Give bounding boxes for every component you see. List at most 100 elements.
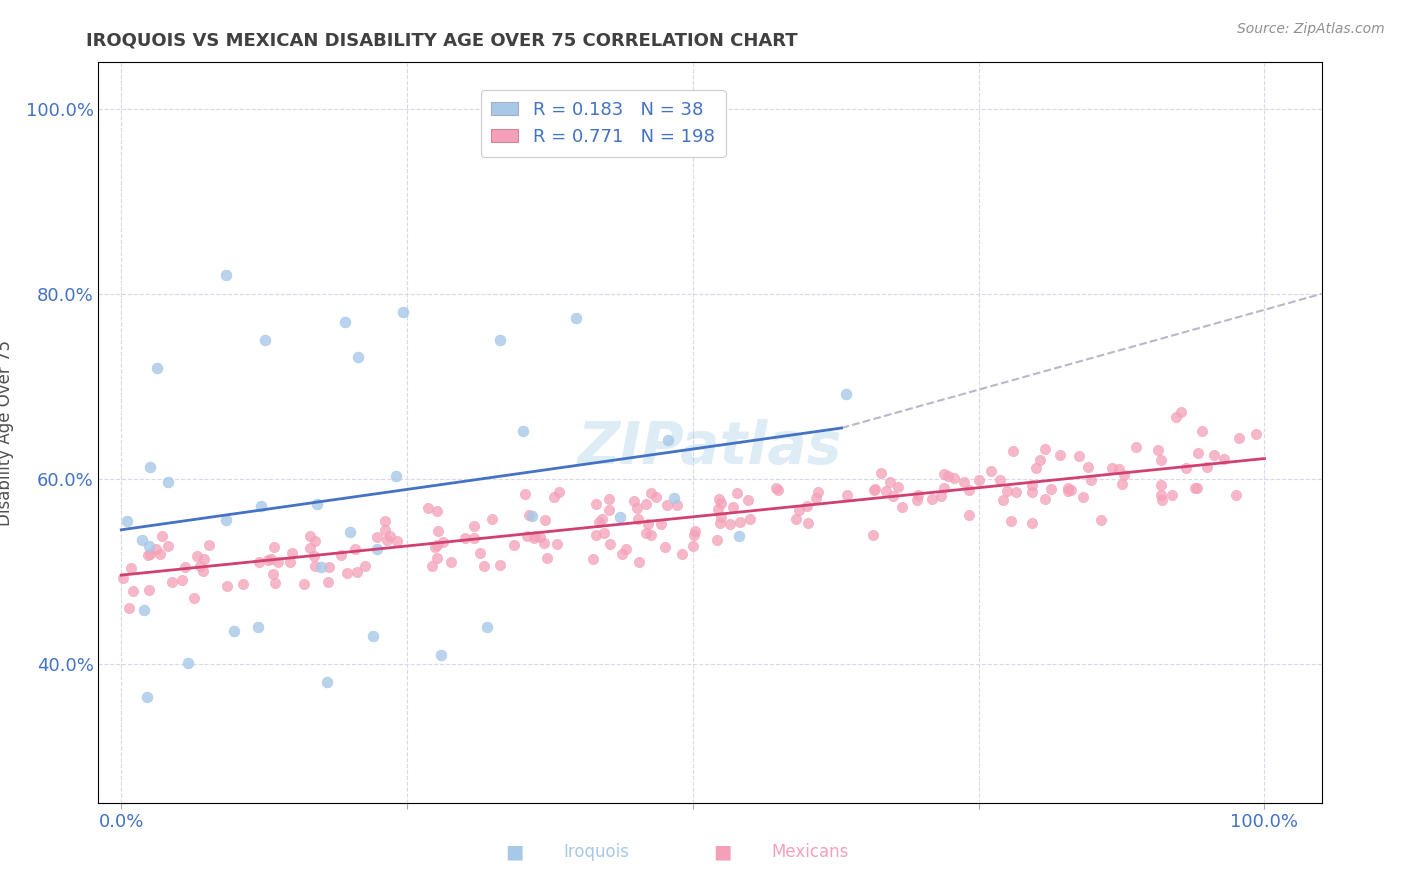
Point [122, 583, 145, 598]
Point [418, 501, 440, 516]
Y-axis label: Disability Age Over 75: Disability Age Over 75 [0, 340, 14, 525]
Point [262, 566, 284, 581]
Point [278, 555, 301, 569]
Point [683, 527, 706, 541]
Point [671, 547, 693, 561]
Point [1146, 442, 1168, 457]
Point [361, 629, 384, 643]
Point [1150, 453, 1173, 467]
Point [710, 495, 733, 509]
Point [1227, 431, 1250, 445]
Point [640, 528, 662, 542]
Point [1057, 483, 1080, 498]
Point [454, 531, 477, 545]
Point [706, 533, 728, 548]
Point [1004, 485, 1026, 500]
Point [585, 528, 607, 542]
Point [111, 571, 134, 585]
Point [1108, 462, 1130, 476]
Legend: R = 0.183   N = 38, R = 0.771   N = 198: R = 0.183 N = 38, R = 0.771 N = 198 [481, 90, 725, 157]
Point [725, 486, 748, 500]
Point [591, 512, 613, 526]
Point [309, 559, 332, 574]
Point [374, 523, 396, 537]
Point [463, 532, 485, 546]
Point [472, 558, 495, 573]
Point [1033, 492, 1056, 507]
Point [267, 555, 290, 569]
Point [263, 540, 285, 554]
Point [807, 484, 830, 499]
Point [709, 516, 731, 531]
Point [718, 517, 741, 532]
Point [623, 494, 645, 508]
Point [336, 566, 359, 581]
Point [1225, 488, 1247, 502]
Point [1077, 460, 1099, 475]
Point [1187, 446, 1209, 460]
Point [863, 482, 886, 496]
Point [157, 475, 180, 489]
Point [627, 555, 650, 569]
Point [346, 565, 368, 579]
Point [302, 549, 325, 563]
Point [1213, 452, 1236, 467]
Point [727, 529, 749, 543]
Point [953, 475, 976, 489]
Point [260, 552, 283, 566]
Point [135, 690, 157, 704]
Point [247, 620, 270, 634]
Text: ZIPatlas: ZIPatlas [578, 419, 842, 476]
Point [330, 548, 353, 562]
Point [513, 487, 536, 501]
Point [463, 519, 485, 533]
Point [1080, 474, 1102, 488]
Point [870, 466, 893, 480]
Point [654, 540, 676, 554]
Point [190, 558, 212, 573]
Point [598, 491, 620, 506]
Point [728, 515, 751, 529]
Point [298, 529, 321, 543]
Point [250, 500, 273, 514]
Text: ■: ■ [713, 842, 731, 862]
Point [224, 624, 246, 638]
Point [186, 549, 208, 564]
Point [138, 539, 160, 553]
Point [354, 558, 377, 573]
Point [366, 530, 388, 544]
Point [264, 576, 287, 591]
Point [197, 538, 219, 552]
Point [1069, 449, 1091, 463]
Point [932, 482, 955, 496]
Point [797, 516, 820, 531]
Point [980, 464, 1002, 478]
Point [796, 499, 818, 513]
Point [599, 537, 621, 551]
Point [475, 620, 498, 634]
Point [1090, 512, 1112, 526]
Point [193, 551, 215, 566]
Point [768, 483, 790, 497]
Point [835, 488, 858, 502]
Point [547, 485, 569, 500]
Point [1191, 425, 1213, 439]
Point [582, 552, 605, 566]
Point [636, 497, 658, 511]
Point [707, 491, 730, 506]
Point [707, 501, 730, 516]
Point [835, 387, 858, 401]
Point [993, 492, 1015, 507]
Point [307, 497, 329, 511]
Point [942, 471, 965, 485]
Point [1000, 514, 1022, 528]
Point [136, 548, 159, 562]
Point [426, 538, 449, 552]
Point [299, 541, 322, 556]
Point [804, 491, 827, 506]
Point [887, 480, 910, 494]
Point [882, 489, 904, 503]
Point [1101, 461, 1123, 475]
Point [637, 516, 659, 531]
Point [170, 574, 193, 588]
